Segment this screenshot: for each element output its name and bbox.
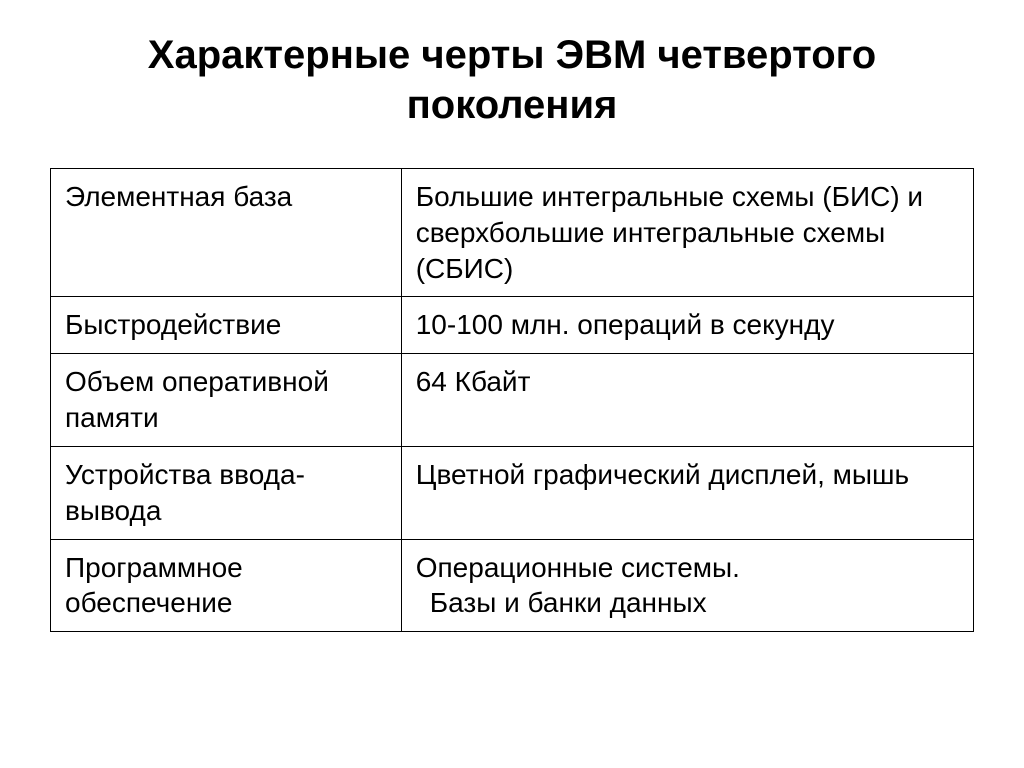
row-value-line1: Операционные системы. <box>416 552 740 583</box>
page-title: Характерные черты ЭВМ четвертого поколен… <box>50 30 974 130</box>
row-label: Программное обеспечение <box>51 539 402 632</box>
row-label: Объем оперативной памяти <box>51 354 402 447</box>
row-value: Операционные системы. Базы и банки данны… <box>401 539 973 632</box>
row-value: 64 Кбайт <box>401 354 973 447</box>
features-table: Элементная база Большие интегральные схе… <box>50 168 974 632</box>
row-value: Цветной графический дисплей, мышь <box>401 446 973 539</box>
row-value: Большие интегральные схемы (БИС) и сверх… <box>401 169 973 297</box>
table-row: Быстродействие 10-100 млн. операций в се… <box>51 297 974 354</box>
row-label: Быстродействие <box>51 297 402 354</box>
table-row: Устройства ввода-вывода Цветной графичес… <box>51 446 974 539</box>
row-value-line2: Базы и банки данных <box>416 585 959 621</box>
row-label: Элементная база <box>51 169 402 297</box>
table-row: Программное обеспечение Операционные сис… <box>51 539 974 632</box>
row-value: 10-100 млн. операций в секунду <box>401 297 973 354</box>
row-label: Устройства ввода-вывода <box>51 446 402 539</box>
table-row: Элементная база Большие интегральные схе… <box>51 169 974 297</box>
table-row: Объем оперативной памяти 64 Кбайт <box>51 354 974 447</box>
slide: Характерные черты ЭВМ четвертого поколен… <box>0 0 1024 768</box>
